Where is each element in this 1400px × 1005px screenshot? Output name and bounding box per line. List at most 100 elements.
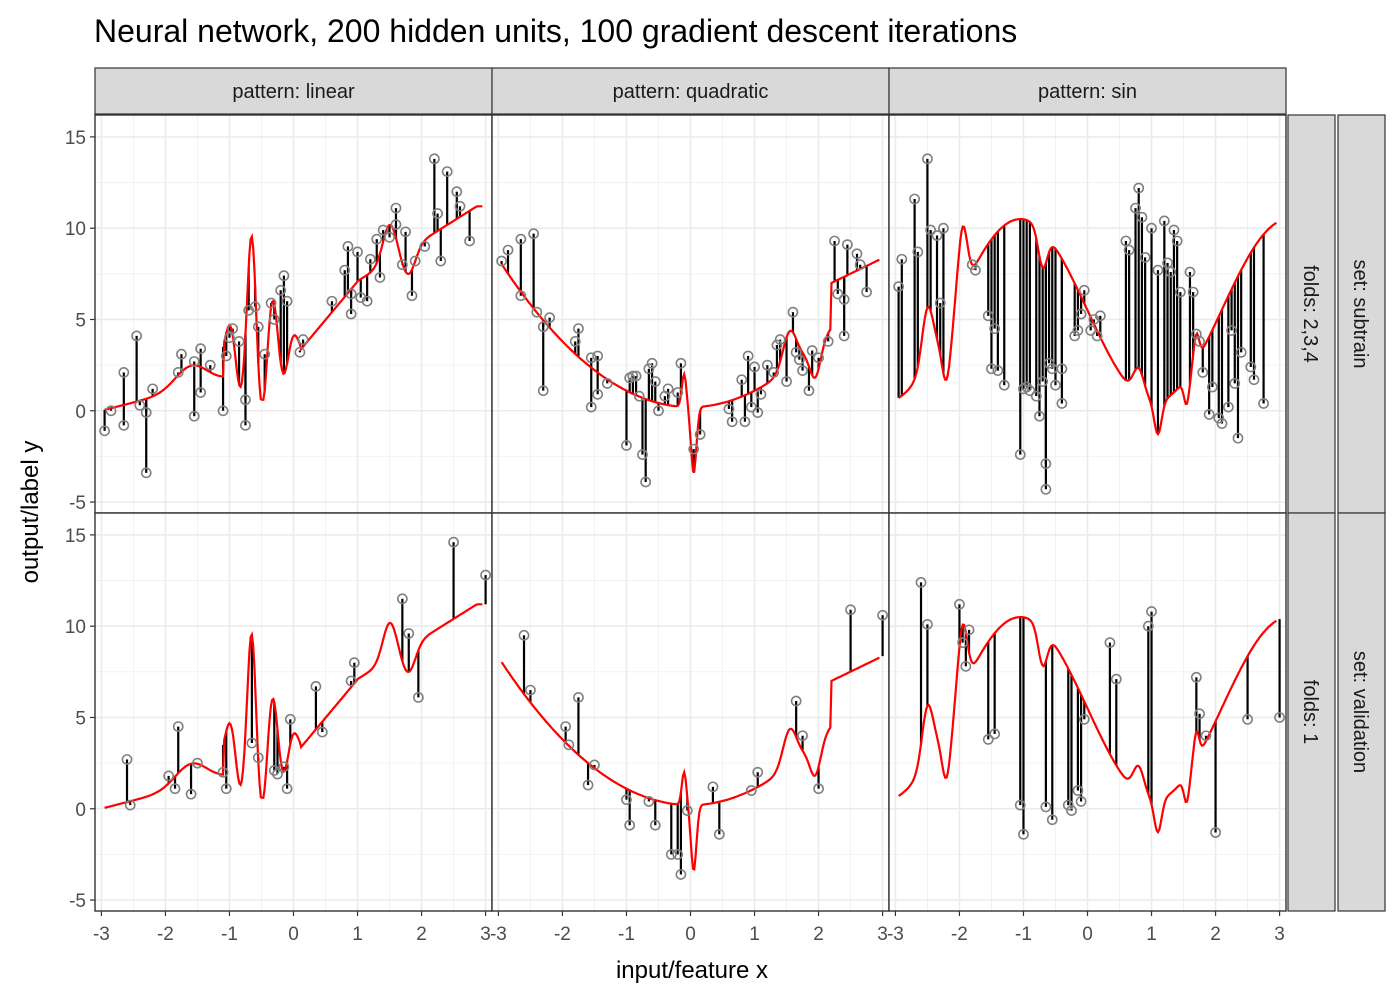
x-tick-label: 0 [288, 924, 299, 945]
data-point [377, 224, 389, 236]
data-point [893, 281, 905, 293]
data-point [1034, 410, 1045, 422]
chart-title: Neural network, 200 hidden units, 100 gr… [94, 13, 1017, 49]
column-strip-label: pattern: linear [232, 81, 355, 103]
data-point [649, 376, 661, 387]
data-point [217, 405, 229, 417]
data-point [1123, 244, 1135, 256]
data-point [342, 241, 354, 252]
data-point [768, 367, 780, 378]
x-tick-label: -1 [618, 924, 635, 945]
data-point [1072, 785, 1084, 796]
data-point [124, 799, 136, 811]
data-point [297, 334, 309, 345]
data-point [1194, 708, 1205, 720]
data-point [515, 290, 527, 302]
data-point [938, 222, 949, 234]
data-point [518, 629, 530, 641]
data-point [1091, 330, 1103, 342]
data-point [694, 429, 706, 440]
data-point [435, 255, 447, 267]
data-point [525, 684, 536, 696]
x-tick-label: -3 [887, 924, 904, 945]
data-point [912, 246, 924, 258]
data-point [1037, 376, 1049, 387]
data-point [412, 691, 424, 703]
x-tick-label: 1 [352, 924, 363, 945]
facet-panels: pattern: linear pattern: quadratic pattern… [65, 67, 1386, 945]
prediction-line [898, 616, 1277, 835]
data-point [131, 330, 143, 342]
data-point [528, 228, 540, 240]
data-point [176, 348, 187, 360]
data-point [352, 246, 363, 258]
column-strip-label: pattern: sin [1038, 81, 1137, 103]
x-tick-label: -2 [951, 924, 968, 945]
data-point [569, 335, 581, 347]
data-point [281, 783, 293, 795]
data-point [345, 308, 357, 320]
data-point [464, 235, 475, 247]
data-point [374, 272, 386, 283]
data-point [240, 419, 251, 431]
x-tick-label: -3 [490, 924, 507, 945]
y-tick-label: 15 [65, 128, 86, 149]
y-tick-label: -5 [69, 891, 86, 912]
data-point [441, 166, 453, 177]
data-point [294, 346, 306, 358]
data-point [621, 440, 632, 451]
data-point [822, 335, 834, 347]
data-point [278, 761, 290, 773]
data-point [739, 416, 751, 428]
data-point [172, 367, 184, 378]
data-point [922, 153, 933, 165]
data-point [1069, 330, 1081, 342]
data-point [396, 593, 408, 605]
data-point [675, 357, 687, 369]
data-point [252, 321, 264, 333]
data-point [1171, 235, 1183, 247]
data-point [345, 288, 357, 300]
data-point [390, 202, 402, 214]
data-point [105, 405, 117, 417]
data-point [188, 356, 200, 367]
data-point [400, 226, 411, 238]
data-point [192, 757, 203, 769]
data-point [1085, 325, 1097, 336]
data-point [1210, 827, 1221, 838]
data-point [934, 297, 946, 309]
data-point [361, 295, 373, 307]
prediction-line [898, 218, 1277, 437]
row-strip-outer-label: set: subtrain [1349, 260, 1371, 369]
data-point [1184, 266, 1196, 278]
data-point [1136, 211, 1148, 223]
data-point [284, 713, 296, 725]
data-point [761, 359, 773, 371]
data-point [665, 849, 677, 860]
data-point [188, 410, 200, 422]
facet-panel [491, 114, 890, 514]
data-point [252, 752, 264, 764]
data-point [675, 869, 687, 880]
data-point [832, 288, 844, 300]
x-tick-label: 0 [685, 924, 696, 945]
prediction-line [104, 603, 483, 809]
data-point [195, 387, 207, 398]
data-point [742, 350, 754, 362]
data-point [265, 297, 277, 309]
x-tick-label: 3 [480, 924, 491, 945]
row-strip-outer [1337, 512, 1386, 912]
y-tick-label: 0 [75, 402, 86, 423]
data-point [633, 390, 645, 402]
data-point [1040, 801, 1052, 813]
y-tick-label: 15 [65, 526, 86, 547]
data-point [992, 365, 1004, 376]
data-point [1274, 712, 1285, 723]
data-point [681, 805, 693, 816]
data-point [1203, 409, 1215, 420]
data-point [627, 370, 639, 382]
data-point [909, 193, 921, 205]
data-point [1229, 377, 1241, 389]
data-point [736, 374, 748, 386]
data-point [1168, 224, 1180, 236]
